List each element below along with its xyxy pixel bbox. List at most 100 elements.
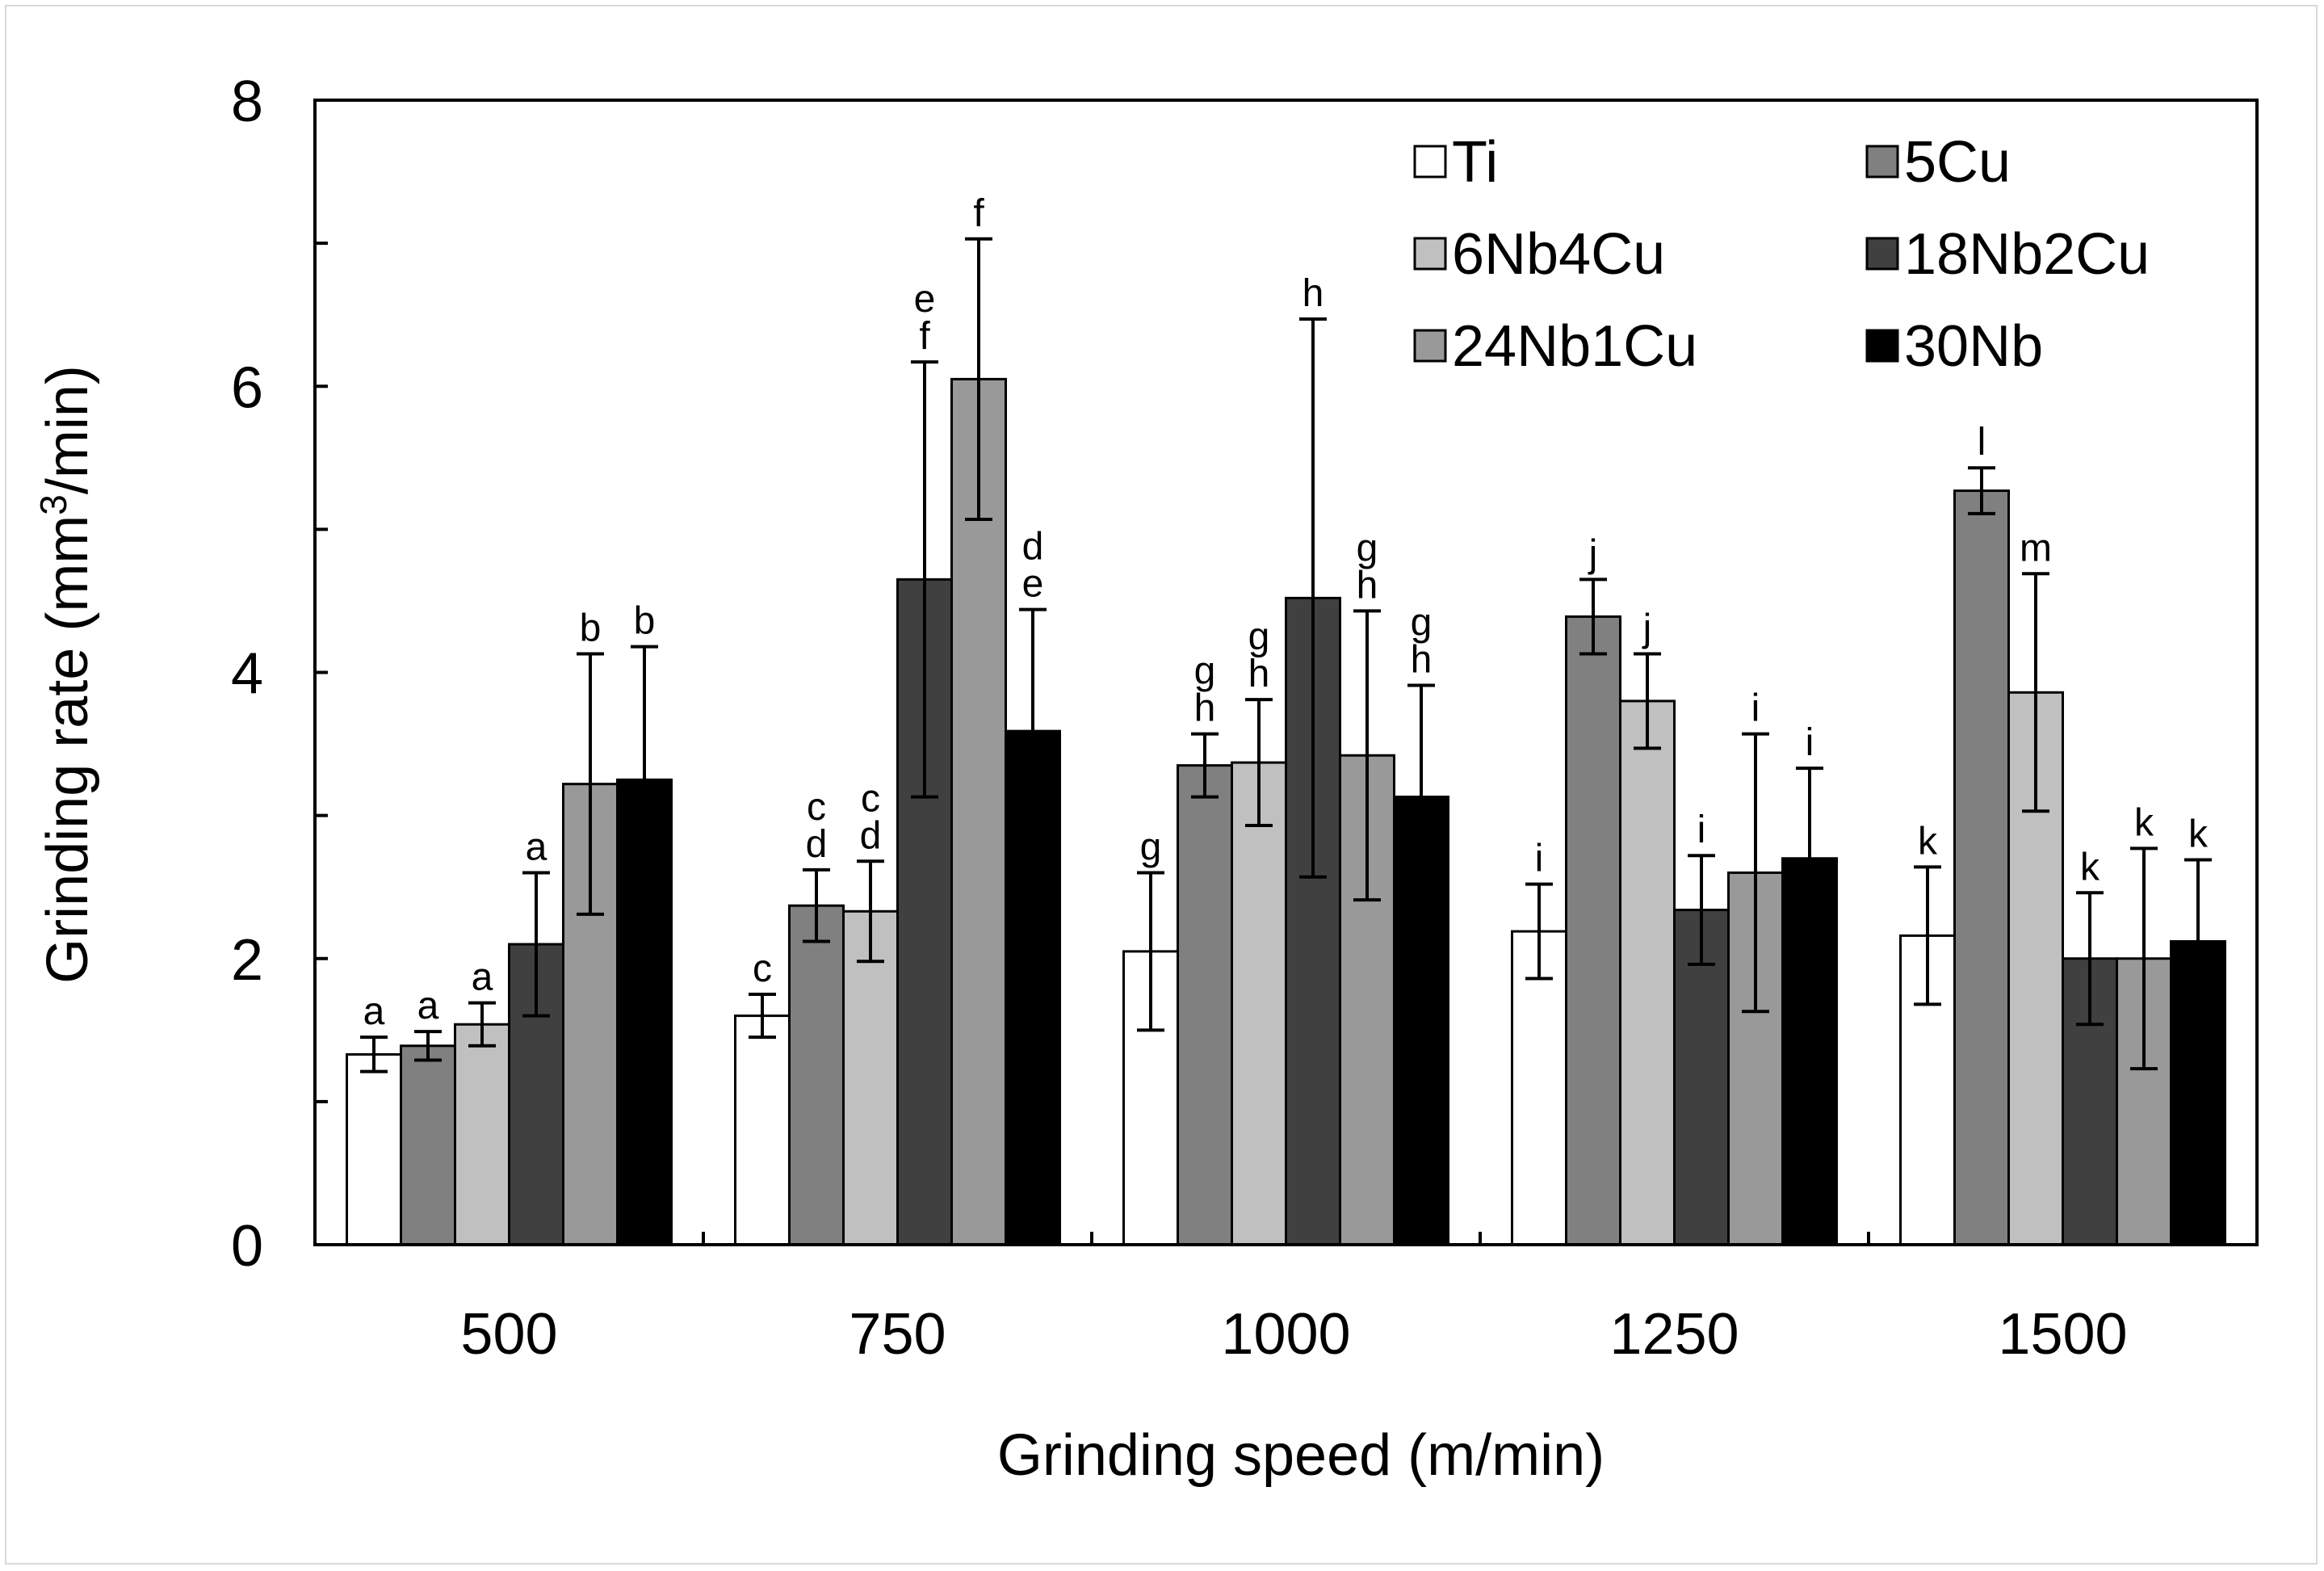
legend-label: 18Nb2Cu bbox=[1904, 222, 2150, 287]
significance-letter: h bbox=[1411, 638, 1433, 681]
chart-frame bbox=[5, 5, 2318, 1565]
significance-letter: a bbox=[363, 990, 385, 1033]
legend-item-5Cu: 5Cu bbox=[1865, 130, 2011, 195]
significance-letter: a bbox=[417, 985, 439, 1027]
significance-letter: d bbox=[806, 823, 828, 866]
legend-swatch bbox=[1865, 237, 1899, 271]
significance-letter: b bbox=[634, 600, 656, 643]
error-bar-18Nb2Cu-500 bbox=[522, 871, 550, 1018]
significance-letter: h bbox=[1194, 687, 1216, 730]
error-bar-18Nb2Cu-750 bbox=[911, 360, 938, 799]
significance-letter: i bbox=[1535, 838, 1544, 880]
significance-letter: h bbox=[1248, 653, 1270, 695]
significance-letter: f bbox=[919, 315, 930, 358]
x-axis-title: Grinding speed (m/min) bbox=[997, 1423, 1605, 1488]
error-bar-6Nb4Cu-1500 bbox=[2022, 572, 2049, 813]
significance-letter: g bbox=[1248, 615, 1270, 658]
legend-item-6Nb4Cu: 6Nb4Cu bbox=[1413, 222, 1665, 287]
legend-label: 6Nb4Cu bbox=[1452, 222, 1665, 287]
x-tick-label: 1000 bbox=[1221, 1302, 1350, 1367]
significance-letter: k bbox=[2080, 846, 2100, 888]
x-tick-label: 750 bbox=[849, 1302, 946, 1367]
error-bar-24Nb1Cu-1000 bbox=[1353, 609, 1381, 902]
error-bar-5Cu-750 bbox=[803, 867, 830, 943]
y-axis-title: Grinding rate (mm3/min) bbox=[32, 365, 100, 984]
error-bar-30Nb-1250 bbox=[1796, 767, 1823, 951]
bar-30Nb-1500 bbox=[2170, 939, 2226, 1246]
legend-label: 24Nb1Cu bbox=[1452, 314, 1697, 379]
significance-letter: j bbox=[1588, 532, 1598, 575]
error-bar-18Nb2Cu-1250 bbox=[1688, 854, 1715, 966]
significance-letter: g bbox=[1357, 527, 1378, 569]
error-bar-24Nb1Cu-1500 bbox=[2130, 846, 2158, 1071]
significance-letter: g bbox=[1194, 650, 1216, 693]
significance-letter: g bbox=[1140, 825, 1162, 868]
significance-letter: a bbox=[526, 825, 547, 868]
significance-letter: k bbox=[1918, 820, 1938, 863]
error-bar-6Nb4Cu-750 bbox=[857, 859, 884, 964]
legend-label: Ti bbox=[1452, 130, 1498, 195]
legend-item-24Nb1Cu: 24Nb1Cu bbox=[1413, 314, 1697, 379]
error-bar-Ti-1250 bbox=[1525, 882, 1553, 981]
x-tick-label: 500 bbox=[460, 1302, 557, 1367]
significance-letter: i bbox=[1751, 687, 1760, 730]
bar-6Nb4Cu-1250 bbox=[1619, 699, 1676, 1246]
error-bar-24Nb1Cu-500 bbox=[577, 652, 604, 916]
error-bar-30Nb-1000 bbox=[1407, 683, 1435, 910]
error-bar-Ti-1500 bbox=[1914, 865, 1941, 1006]
bar-6Nb4Cu-500 bbox=[454, 1023, 510, 1246]
error-bar-30Nb-750 bbox=[1019, 607, 1047, 855]
error-bar-Ti-500 bbox=[360, 1035, 388, 1073]
legend-swatch bbox=[1865, 329, 1899, 363]
error-bar-24Nb1Cu-1250 bbox=[1742, 732, 1769, 1014]
y-tick-label: 4 bbox=[231, 642, 263, 707]
error-bar-30Nb-500 bbox=[631, 645, 658, 915]
significance-letter: b bbox=[580, 607, 602, 649]
y-tick-label: 2 bbox=[231, 928, 263, 993]
x-tick-label: 1250 bbox=[1609, 1302, 1739, 1367]
bar-5Cu-500 bbox=[400, 1044, 456, 1246]
bar-24Nb1Cu-750 bbox=[950, 377, 1007, 1246]
significance-letter: h bbox=[1357, 564, 1378, 607]
y-tick-label: 6 bbox=[231, 355, 263, 420]
significance-letter: a bbox=[472, 956, 493, 999]
legend-item-18Nb2Cu: 18Nb2Cu bbox=[1865, 222, 2150, 287]
significance-letter: i bbox=[1806, 721, 1814, 764]
significance-letter: h bbox=[1303, 272, 1324, 315]
error-bar-5Cu-1250 bbox=[1579, 578, 1607, 656]
significance-letter: c bbox=[807, 786, 826, 829]
bar-5Cu-750 bbox=[788, 904, 845, 1246]
legend-label: 5Cu bbox=[1904, 130, 2011, 195]
significance-letter: e bbox=[1022, 563, 1044, 606]
significance-letter: e bbox=[914, 278, 936, 321]
bar-5Cu-1500 bbox=[1953, 489, 2010, 1246]
legend-swatch bbox=[1413, 237, 1447, 271]
significance-letter: d bbox=[1022, 526, 1044, 569]
legend-item-Ti: Ti bbox=[1413, 130, 1498, 195]
error-bar-6Nb4Cu-1000 bbox=[1245, 698, 1273, 828]
significance-letter: k bbox=[2134, 801, 2154, 844]
significance-letter: f bbox=[973, 192, 984, 235]
bar-5Cu-1250 bbox=[1565, 615, 1621, 1246]
significance-letter: d bbox=[860, 814, 882, 857]
error-bar-18Nb2Cu-1000 bbox=[1299, 317, 1327, 879]
bar-6Nb4Cu-1000 bbox=[1231, 761, 1287, 1246]
bar-Ti-750 bbox=[734, 1014, 791, 1246]
error-bar-Ti-1000 bbox=[1137, 871, 1164, 1032]
significance-letter: i bbox=[1697, 809, 1706, 851]
error-bar-5Cu-1500 bbox=[1968, 466, 1995, 515]
error-bar-6Nb4Cu-500 bbox=[468, 1001, 496, 1048]
x-tick-label: 1500 bbox=[1998, 1302, 2127, 1367]
bar-6Nb4Cu-750 bbox=[842, 909, 899, 1246]
significance-letter: c bbox=[861, 777, 880, 820]
y-tick-label: 8 bbox=[231, 69, 263, 134]
error-bar-6Nb4Cu-1250 bbox=[1634, 652, 1661, 750]
legend-swatch bbox=[1413, 145, 1447, 179]
significance-letter: k bbox=[2188, 813, 2209, 856]
legend-swatch bbox=[1413, 329, 1447, 363]
error-bar-5Cu-1000 bbox=[1191, 732, 1219, 799]
significance-letter: c bbox=[753, 947, 772, 990]
significance-letter: m bbox=[2020, 527, 2052, 569]
error-bar-30Nb-1500 bbox=[2184, 858, 2212, 1025]
